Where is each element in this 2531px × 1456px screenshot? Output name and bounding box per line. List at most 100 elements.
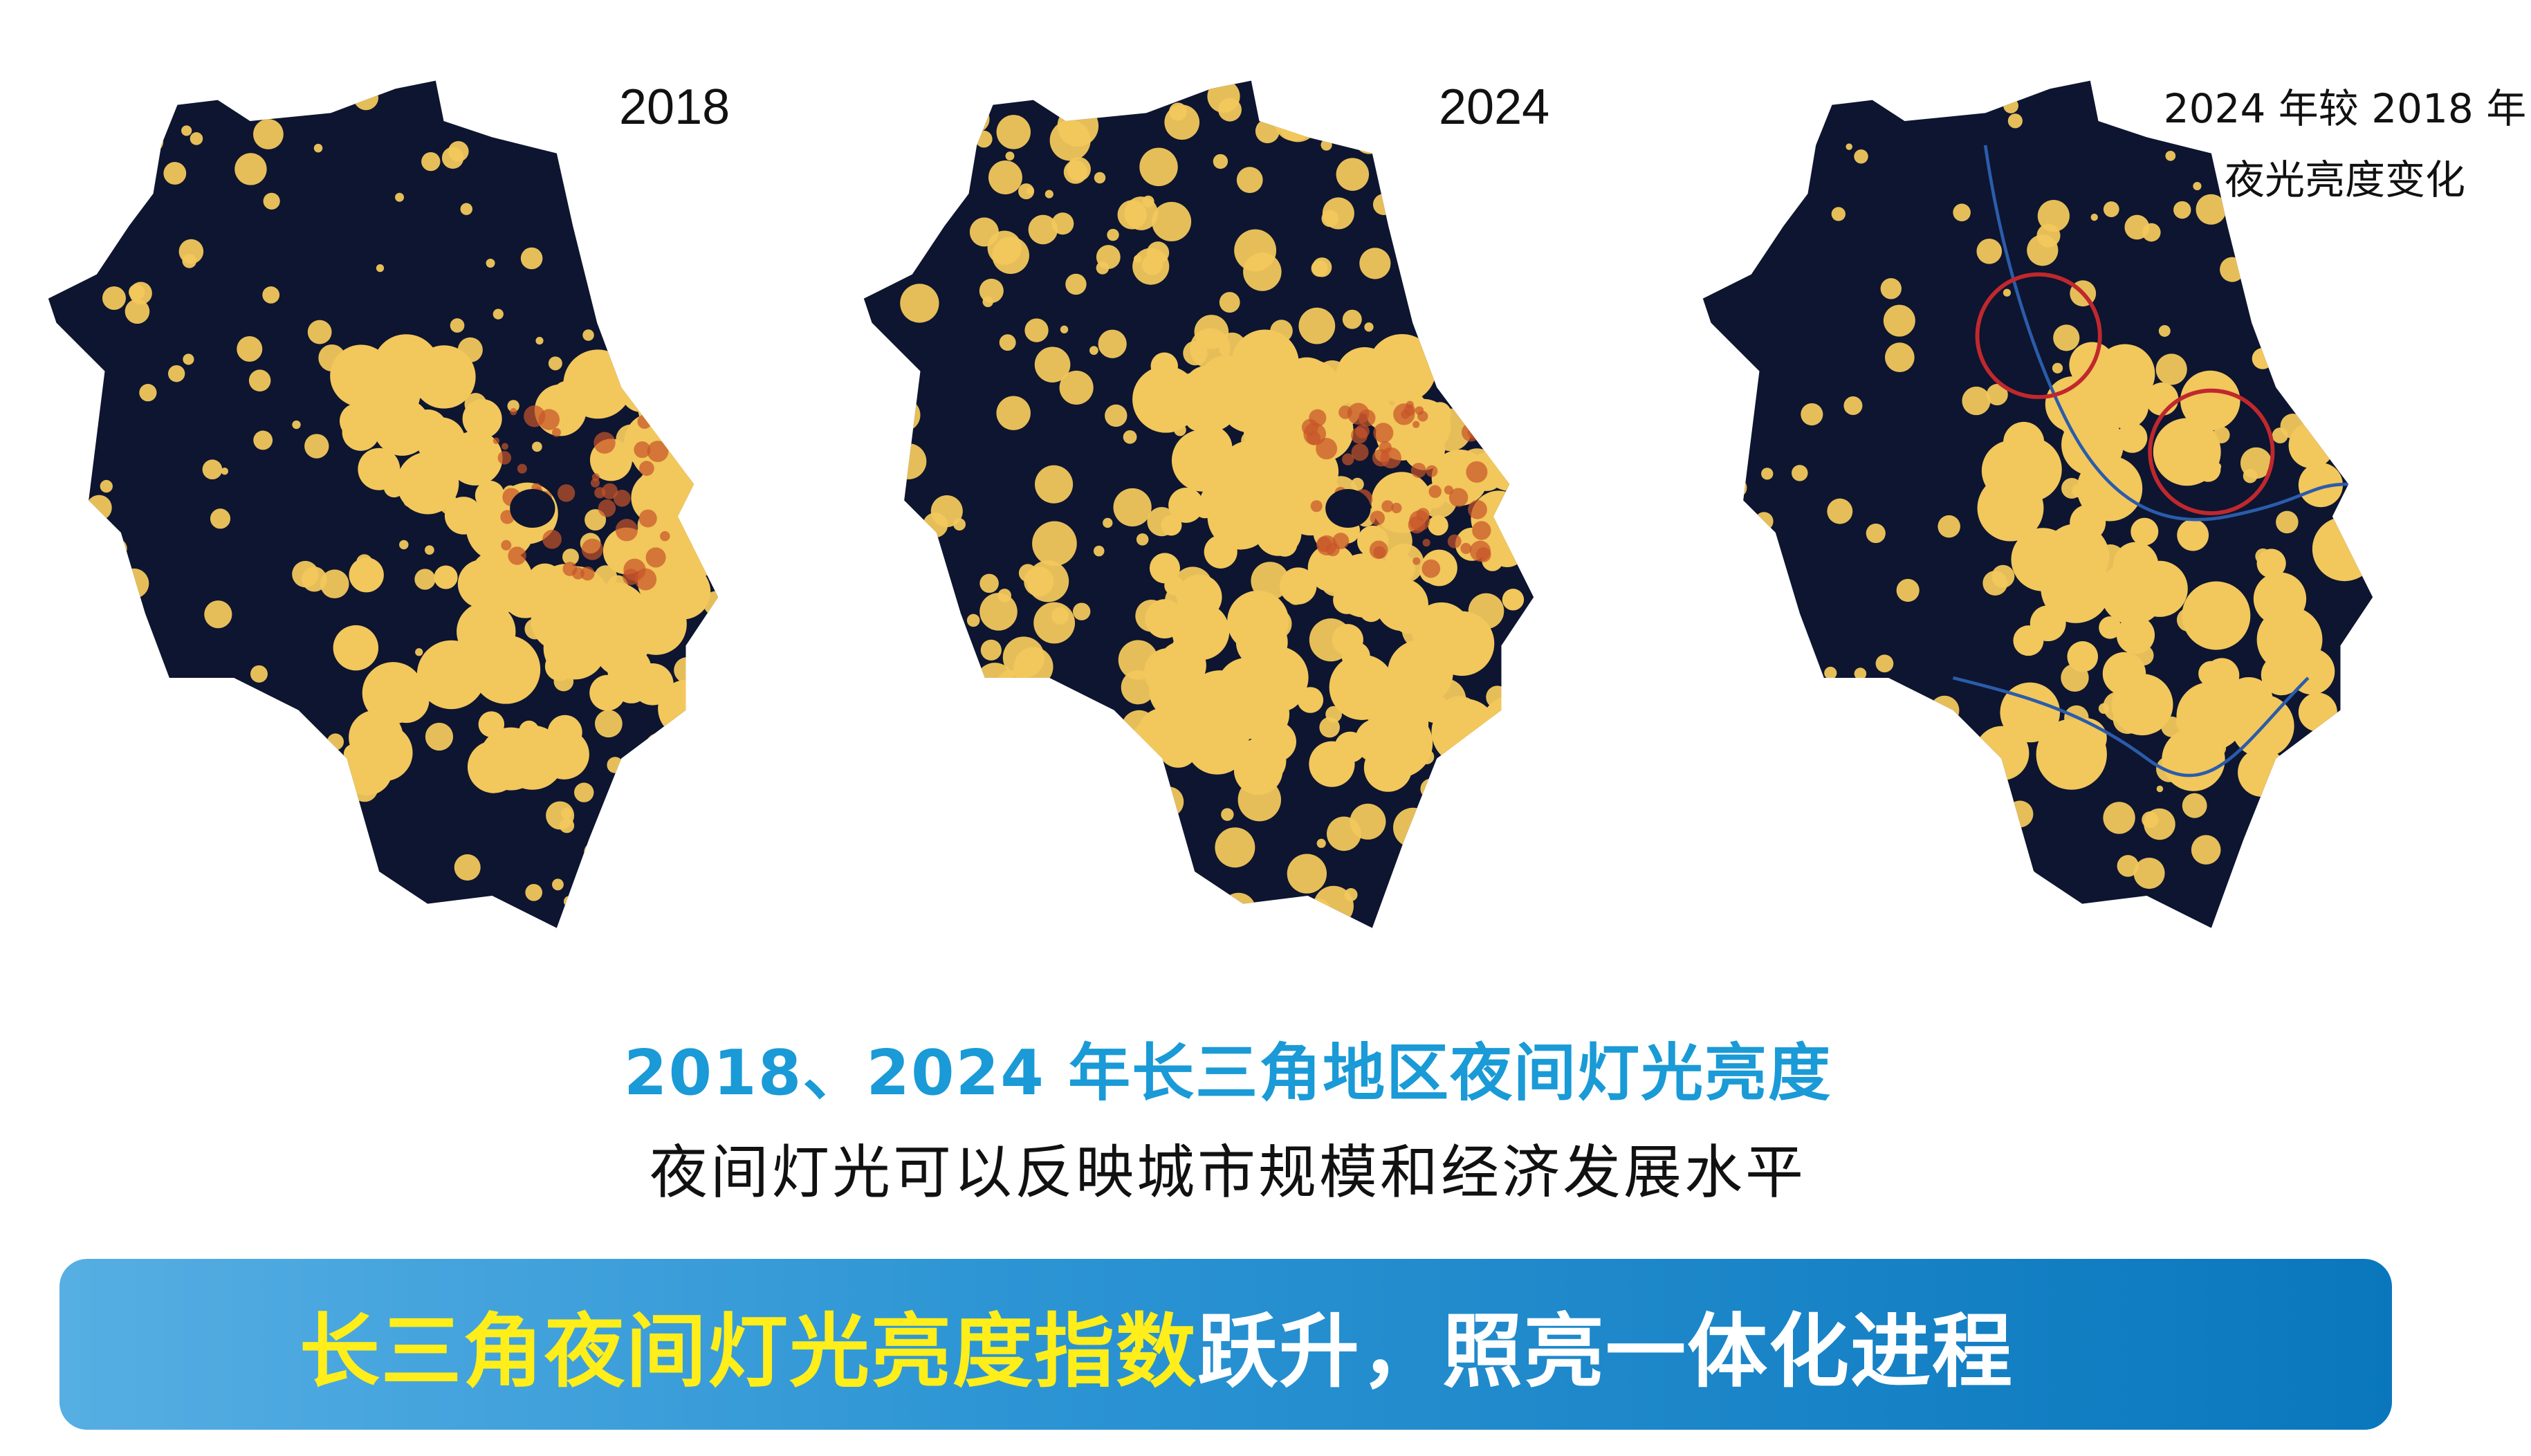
light-patch bbox=[1929, 695, 1960, 726]
light-patch bbox=[1792, 465, 1808, 481]
bright-core bbox=[647, 441, 669, 463]
light-patch bbox=[618, 214, 646, 243]
light-patch bbox=[1982, 571, 2008, 596]
light-patch bbox=[1255, 119, 1280, 144]
light-patch bbox=[1736, 616, 1755, 636]
light-patch bbox=[1157, 641, 1206, 690]
light-patch bbox=[376, 264, 385, 273]
light-patch bbox=[576, 117, 602, 142]
light-patch bbox=[2012, 871, 2020, 879]
light-patch bbox=[105, 771, 129, 795]
light-patch bbox=[1096, 245, 1121, 270]
light-patch bbox=[1976, 238, 2003, 264]
light-patch bbox=[202, 459, 223, 480]
light-patch bbox=[190, 132, 203, 145]
light-patch bbox=[668, 313, 690, 335]
light-patch bbox=[1428, 515, 1448, 536]
bright-core bbox=[1460, 542, 1472, 554]
light-patch bbox=[2067, 718, 2107, 758]
light-patch bbox=[74, 180, 106, 212]
light-patch bbox=[996, 396, 1031, 430]
light-patch bbox=[863, 340, 873, 358]
light-patch bbox=[1199, 80, 1211, 88]
light-patch bbox=[2006, 800, 2034, 828]
light-patch bbox=[1059, 370, 1094, 405]
bright-core bbox=[1310, 500, 1323, 513]
light-patch bbox=[1954, 754, 1978, 777]
light-patch bbox=[1773, 767, 1789, 784]
light-patch bbox=[448, 140, 469, 162]
light-patch bbox=[2203, 712, 2225, 734]
bright-core bbox=[501, 540, 512, 551]
bright-core bbox=[1309, 409, 1327, 427]
light-patch bbox=[112, 127, 142, 158]
light-patch bbox=[1136, 533, 1149, 546]
light-patch bbox=[1333, 584, 1363, 614]
light-patch bbox=[139, 384, 157, 402]
light-patch bbox=[2103, 201, 2119, 217]
light-patch bbox=[2320, 819, 2352, 850]
light-patch bbox=[1883, 304, 1915, 337]
light-patch bbox=[574, 782, 594, 802]
light-patch bbox=[450, 318, 465, 333]
bright-core bbox=[1469, 540, 1491, 562]
light-patch bbox=[333, 625, 379, 671]
light-patch bbox=[1879, 903, 1907, 928]
light-patch bbox=[1236, 167, 1263, 194]
light-patch bbox=[1017, 827, 1050, 859]
light-patch bbox=[996, 115, 1031, 149]
light-patch bbox=[246, 767, 278, 800]
light-patch bbox=[1246, 646, 1309, 709]
light-patch bbox=[2253, 572, 2307, 625]
light-patch bbox=[114, 784, 128, 798]
light-patch bbox=[563, 896, 575, 907]
light-patch bbox=[304, 434, 329, 459]
light-patch bbox=[1393, 807, 1433, 848]
light-patch bbox=[1531, 551, 1534, 568]
light-patch bbox=[1863, 804, 1882, 822]
light-patch bbox=[102, 286, 126, 310]
light-patch bbox=[2016, 914, 2033, 928]
light-patch bbox=[1364, 322, 1374, 332]
light-patch bbox=[2182, 793, 2207, 818]
bright-core bbox=[524, 405, 546, 427]
light-patch bbox=[532, 441, 542, 452]
light-patch bbox=[1986, 384, 2008, 406]
light-patch bbox=[969, 217, 999, 247]
light-patch bbox=[618, 172, 645, 199]
light-patch bbox=[1463, 353, 1495, 385]
light-patch bbox=[2103, 802, 2135, 834]
light-patch bbox=[2180, 370, 2240, 431]
light-patch bbox=[167, 365, 185, 383]
light-patch bbox=[620, 371, 662, 412]
light-patch bbox=[2269, 331, 2277, 338]
light-patch bbox=[1502, 296, 1534, 329]
light-patch bbox=[1786, 909, 1814, 928]
light-patch bbox=[1488, 744, 1513, 769]
light-patch bbox=[1057, 105, 1099, 147]
light-patch bbox=[1255, 457, 1322, 524]
light-patch bbox=[1114, 836, 1123, 845]
light-patch bbox=[1026, 187, 1034, 195]
light-patch bbox=[2133, 857, 2165, 889]
light-patch bbox=[906, 872, 944, 910]
bright-core bbox=[1351, 443, 1369, 461]
light-patch bbox=[1123, 430, 1137, 444]
light-patch bbox=[1907, 828, 1924, 845]
light-patch bbox=[2177, 519, 2209, 551]
light-patch bbox=[1487, 290, 1521, 324]
light-patch bbox=[100, 479, 113, 493]
light-patch bbox=[645, 732, 674, 762]
light-patch bbox=[1491, 762, 1512, 782]
light-patch bbox=[252, 119, 284, 149]
light-patch bbox=[1837, 885, 1845, 893]
light-patch bbox=[268, 923, 278, 928]
light-patch bbox=[1287, 854, 1327, 894]
light-patch bbox=[1734, 132, 1753, 150]
light-patch bbox=[520, 247, 543, 270]
light-patch bbox=[1207, 80, 1240, 113]
light-patch bbox=[887, 398, 921, 432]
light-patch bbox=[679, 436, 706, 463]
light-patch bbox=[1336, 158, 1370, 191]
light-patch bbox=[1221, 892, 1256, 928]
